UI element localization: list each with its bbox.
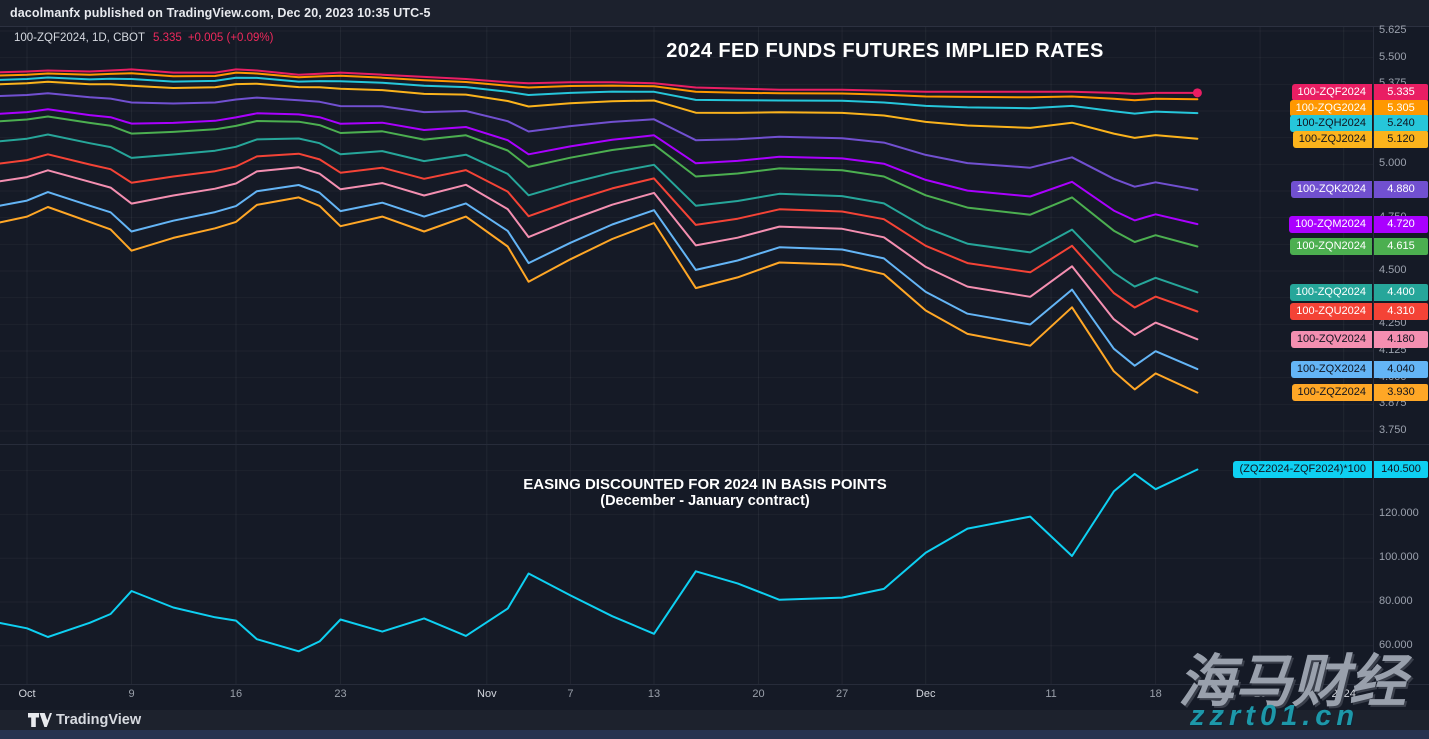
- badge-series-name: 100-ZQM2024: [1289, 215, 1372, 233]
- x-tick-label: 2024: [1331, 688, 1356, 700]
- price-badge-100-zqj2024[interactable]: 100-ZQJ2024 5.120: [1292, 130, 1428, 148]
- tradingview-logo-icon[interactable]: [28, 713, 52, 728]
- price-badge-100-zqf2024[interactable]: 100-ZQF2024 5.335: [1291, 84, 1428, 102]
- pane1-title: 2024 FED FUNDS FUTURES IMPLIED RATES: [666, 40, 1104, 62]
- watermark-chinese: 海马财经: [1178, 650, 1406, 714]
- price-badge-100-zqx2024[interactable]: 100-ZQX2024 4.040: [1290, 360, 1428, 378]
- attribution-text: dacolmanfx published on TradingView.com,…: [10, 6, 431, 20]
- tradingview-brand-text[interactable]: TradingView: [56, 712, 142, 728]
- price-badge-100-zqh2024[interactable]: 100-ZQH2024 5.240: [1290, 115, 1428, 133]
- symbol-legend[interactable]: 100-ZQF2024, 1D, CBOT 5.335 +0.005 (+0.09%…: [14, 32, 273, 44]
- price-badge-100-zqg2024[interactable]: 100-ZQG2024 5.305: [1289, 99, 1428, 117]
- badge-series-name: 100-ZQU2024: [1290, 303, 1372, 321]
- x-tick-label: Dec: [915, 688, 936, 700]
- symbol-title[interactable]: 100-ZQF2024, 1D, CBOT: [14, 32, 146, 44]
- price-badge-100-zqu2024[interactable]: 100-ZQU2024 4.310: [1290, 303, 1428, 321]
- series-line-100-zqn2024[interactable]: [0, 115, 1199, 248]
- badge-series-name: 100-ZQF2024: [1291, 84, 1372, 102]
- badge-last-value: 5.240: [1374, 115, 1428, 133]
- last-price-dot: [1192, 88, 1202, 98]
- badge-series-name: 100-ZQX2024: [1290, 360, 1372, 378]
- price-badge-100-zqm2024[interactable]: 100-ZQM2024 4.720: [1289, 215, 1428, 233]
- price-badge-100-zqq2024[interactable]: 100-ZQQ2024 4.400: [1289, 283, 1428, 301]
- badge-series-name: 100-ZQN2024: [1290, 237, 1372, 255]
- price-badge-100-zqv2024[interactable]: 100-ZQV2024 4.180: [1290, 330, 1428, 348]
- x-tick-label: 13: [647, 688, 661, 700]
- series-line-100-zqv2024[interactable]: [0, 166, 1199, 341]
- badge-last-value: 4.400: [1374, 283, 1428, 301]
- series-line-100-zqq2024[interactable]: [0, 133, 1199, 294]
- y-tick-label: 5.625: [1379, 24, 1407, 36]
- badge-series-name: 100-ZQJ2024: [1292, 130, 1372, 148]
- series-line-100-zqz2024[interactable]: [0, 196, 1199, 394]
- series-line-100-zqx2024[interactable]: [0, 184, 1199, 371]
- time-scale[interactable]: Oct 9 16 23 Nov 7 13 20 27 Dec 11 18 26 2024: [0, 688, 1429, 706]
- y-tick-label: 100.000: [1379, 551, 1419, 564]
- badge-series-name: 100-ZQZ2024: [1291, 384, 1372, 402]
- y-tick-label: 120.000: [1379, 507, 1419, 520]
- series-line-100-zqu2024[interactable]: [0, 152, 1199, 313]
- series-line-100-zqk2024[interactable]: [0, 92, 1199, 191]
- badge-last-value: 5.305: [1374, 99, 1428, 117]
- last-price: 5.335: [153, 32, 182, 44]
- series-line-100-zqh2024[interactable]: [0, 76, 1199, 115]
- pane2-title-line1: EASING DISCOUNTED FOR 2024 IN BASIS POIN…: [523, 476, 887, 493]
- price-badge-100-zqz2024[interactable]: 100-ZQZ2024 3.930: [1291, 384, 1428, 402]
- badge-last-value: 140.500: [1374, 461, 1428, 478]
- y-tick-label: 3.750: [1379, 423, 1407, 436]
- y-tick-label: 5.000: [1379, 157, 1407, 170]
- y-tick-label: 4.250: [1379, 317, 1407, 330]
- x-tick-label: 9: [128, 688, 135, 700]
- badge-series-name: 100-ZQH2024: [1290, 115, 1372, 133]
- bottom-strip: [0, 730, 1429, 739]
- price-badge-100-zqk2024[interactable]: 100-ZQK2024 4.880: [1290, 181, 1428, 199]
- series-line-100-zqg2024[interactable]: [0, 71, 1199, 102]
- series-line-spread[interactable]: [0, 468, 1199, 653]
- x-tick-label: 26: [1253, 688, 1267, 700]
- badge-last-value: 3.930: [1374, 384, 1428, 402]
- y-tick-label: 60.000: [1379, 638, 1413, 651]
- badge-series-name: 100-ZQQ2024: [1289, 283, 1372, 301]
- price-badge-100-zqn2024[interactable]: 100-ZQN2024 4.615: [1290, 237, 1428, 255]
- price-label-badges: 100-ZQF2024 5.335 100-ZQG2024 5.305 100-ZQH2…: [1233, 84, 1428, 478]
- badge-last-value: 4.615: [1374, 237, 1428, 255]
- x-tick-label: 27: [835, 688, 849, 700]
- badge-last-value: 5.335: [1374, 84, 1428, 102]
- badge-last-value: 4.180: [1374, 330, 1428, 348]
- y-tick-label: 80.000: [1379, 595, 1413, 607]
- badge-series-name: (ZQZ2024-ZQF2024)*100: [1233, 461, 1372, 478]
- x-tick-label: 18: [1149, 688, 1162, 700]
- badge-last-value: 4.310: [1374, 303, 1428, 321]
- series-line-100-zqj2024[interactable]: [0, 80, 1199, 140]
- badge-last-value: 5.120: [1374, 130, 1428, 148]
- badge-series-name: 100-ZQK2024: [1290, 181, 1372, 199]
- footer-bar: TradingView: [0, 710, 1429, 730]
- price-badge--zqz2024-zqf2024-100[interactable]: (ZQZ2024-ZQF2024)*100 140.500: [1233, 461, 1428, 478]
- x-tick-label: 11: [1045, 688, 1057, 700]
- badge-last-value: 4.720: [1374, 215, 1428, 233]
- x-tick-label: 23: [334, 688, 347, 700]
- badge-last-value: 4.040: [1374, 360, 1428, 378]
- series-line-100-zqf2024[interactable]: [0, 68, 1199, 95]
- badge-last-value: 4.880: [1374, 181, 1428, 199]
- series-line-100-zqm2024[interactable]: [0, 108, 1199, 226]
- x-tick-label: Nov: [477, 688, 497, 700]
- badge-series-name: 100-ZQV2024: [1290, 330, 1372, 348]
- price-change: +0.005 (+0.09%): [187, 32, 274, 44]
- attribution-bar: dacolmanfx published on TradingView.com,…: [0, 0, 1429, 27]
- x-tick-label: 7: [567, 688, 574, 700]
- y-tick-label: 4.500: [1379, 263, 1407, 276]
- badge-series-name: 100-ZQG2024: [1289, 99, 1372, 117]
- x-tick-label: Oct: [18, 688, 36, 700]
- pane2-title-line2: (December - January contract): [600, 493, 810, 509]
- watermark-url: zzrt01.cn: [1190, 700, 1360, 732]
- y-tick-label: 5.500: [1379, 50, 1407, 63]
- x-tick-label: 16: [229, 688, 243, 700]
- x-tick-label: 20: [752, 688, 765, 700]
